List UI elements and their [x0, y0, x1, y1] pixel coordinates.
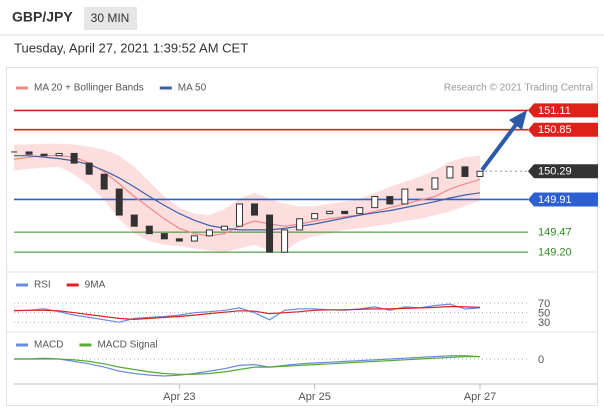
- price-tag: [528, 103, 598, 118]
- indicator-line: [13, 305, 481, 321]
- forecast-arrow-head: [509, 110, 527, 130]
- candle-body: [130, 214, 138, 227]
- candle-body: [326, 210, 334, 215]
- candle-body: [85, 162, 93, 175]
- y-tick-label: 70: [538, 298, 550, 310]
- candle-body: [40, 153, 48, 157]
- price-tag: [528, 164, 598, 179]
- candle-body: [190, 235, 198, 242]
- symbol: GBP/JPY: [12, 9, 73, 25]
- legend-label: MACD Signal: [97, 340, 157, 351]
- candle-body: [356, 207, 364, 215]
- candle-body: [311, 213, 319, 220]
- datetime: Tuesday, April 27, 2021 1:39:52 AM CET: [14, 40, 248, 55]
- y-tick-label: 30: [538, 317, 550, 329]
- legend-label: MACD: [34, 340, 63, 351]
- candle-body: [461, 166, 469, 177]
- candle-body: [55, 152, 63, 157]
- indicator-line: [14, 303, 481, 323]
- candle-body: [175, 238, 183, 242]
- candle-body: [70, 152, 78, 164]
- y-tick-label: 0: [538, 354, 544, 366]
- bollinger-band: [14, 143, 480, 253]
- candle-body: [476, 170, 484, 177]
- candle-body: [205, 229, 213, 237]
- timeframe-box: [84, 7, 137, 30]
- candle-body: [386, 196, 394, 205]
- candle-body: [160, 233, 168, 240]
- x-tick-label: Apr 27: [464, 391, 496, 403]
- price-tag: [528, 192, 598, 207]
- price-label: 149.91: [538, 194, 572, 206]
- chart-frame: [6, 67, 598, 406]
- timeframe: 30 MIN: [91, 11, 130, 25]
- x-tick-label: Apr 23: [163, 391, 195, 403]
- price-tag: [528, 122, 598, 137]
- candle-body: [266, 214, 274, 253]
- candle-body: [446, 166, 454, 179]
- price-label: 150.29: [538, 166, 572, 178]
- candle-body: [416, 188, 424, 191]
- candle-body: [220, 225, 228, 231]
- price-label: 149.47: [538, 227, 572, 239]
- price-label: 151.11: [538, 105, 571, 117]
- indicator-line: [14, 356, 480, 375]
- candle-body: [431, 177, 439, 190]
- legend-label: RSI: [34, 280, 51, 291]
- candle-body: [251, 203, 259, 216]
- candle-body: [401, 188, 409, 205]
- x-tick-label: Apr 25: [298, 391, 330, 403]
- forecast-arrow: [480, 120, 520, 172]
- credit: Research © 2021 Trading Central: [444, 83, 593, 94]
- price-label: 150.85: [538, 124, 572, 136]
- y-tick-label: 50: [538, 308, 550, 320]
- candle-body: [25, 151, 33, 155]
- legend-label: 9MA: [85, 280, 106, 291]
- candle-body: [235, 203, 243, 227]
- candle-body: [296, 218, 304, 231]
- candle-body: [341, 210, 349, 215]
- candle-body: [281, 229, 289, 253]
- candle-body: [145, 225, 153, 235]
- indicator-line: [14, 355, 481, 377]
- candle-body: [100, 173, 108, 190]
- legend-label: MA 20 + Bollinger Bands: [34, 83, 144, 94]
- candle-body: [371, 196, 379, 209]
- price-label: 149.20: [538, 247, 572, 259]
- candle-body: [115, 188, 123, 216]
- legend-label: MA 50: [178, 83, 207, 94]
